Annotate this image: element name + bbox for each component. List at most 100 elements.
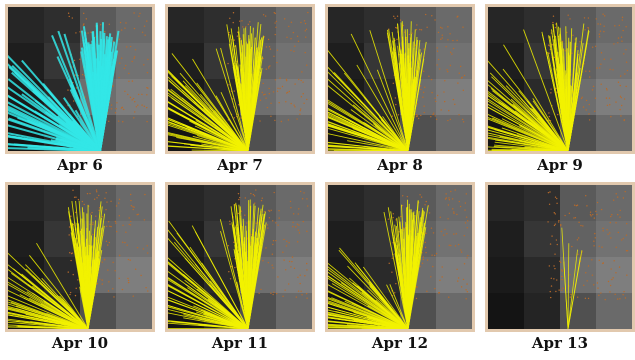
beam-ray [328,111,409,151]
scatter-point [130,220,132,223]
scatter-point [626,222,628,225]
scatter-point [260,199,263,202]
scatter-point [439,68,441,70]
beam-ray [8,295,89,329]
scatter-point [122,121,124,123]
beam-ray [328,262,409,329]
scatter-point [448,109,450,112]
scatter-point [624,73,626,75]
scatter-point [142,248,145,250]
scatter-point [304,51,306,54]
scatter-point [295,226,297,228]
scatter-point [548,265,551,267]
scatter-point [239,20,241,22]
background-tile [560,293,596,329]
scatter-point [622,237,625,240]
beam-ray [542,34,569,151]
scatter-point [258,269,261,271]
scatter-point [584,297,587,300]
scatter-point [587,26,589,29]
beam-plot-apr-11 [168,185,312,329]
scatter-point [90,213,92,215]
scatter-point [553,278,555,280]
scatter-point [593,245,595,247]
scatter-point [585,70,587,72]
beam-ray [328,275,409,329]
scatter-point [550,296,552,299]
beam-ray [168,261,249,329]
scatter-point [580,97,583,100]
scatter-point [267,227,269,229]
scatter-point [305,28,308,31]
scatter-point [110,200,112,202]
beam-ray [552,23,569,151]
scatter-point [124,90,126,93]
scatter-point [297,40,300,43]
scatter-point [137,104,139,106]
beam-ray [96,43,101,151]
scatter-point [612,199,615,201]
scatter-point [285,79,288,82]
scatter-point [296,241,299,243]
scatter-point [233,90,236,92]
scatter-point [426,290,428,293]
beam-ray [328,312,409,329]
scatter-point [422,96,424,98]
beam-ray [13,143,101,151]
scatter-point [626,250,629,252]
scatter-point [132,206,134,208]
scatter-point [250,192,252,195]
scatter-point [610,268,612,270]
scatter-point [588,70,591,72]
scatter-point [268,66,270,68]
background-tile [168,7,204,43]
scatter-point [229,223,231,225]
beam-ray [331,283,409,329]
scatter-point [460,286,463,288]
scatter-point [416,103,419,105]
scatter-point [127,93,129,96]
scatter-point [550,285,553,287]
beam-ray [331,297,409,329]
scatter-point [457,15,459,18]
scatter-point [441,37,443,39]
beam-ray [489,72,569,151]
scatter-point [81,200,84,203]
scatter-point [394,17,396,20]
scatter-point [453,212,455,214]
beam-ray [350,33,409,151]
scatter-point [549,191,551,193]
scatter-point [422,91,425,94]
scatter-point [290,266,292,268]
scatter-point [604,298,606,301]
scatter-point [420,88,422,91]
scatter-point [592,213,594,216]
background-tile [8,7,44,43]
scatter-point [569,274,571,276]
scatter-point [436,50,439,52]
scatter-point [284,289,286,291]
beam-ray [247,42,264,151]
scatter-point [301,198,304,200]
beam-ray [168,79,249,151]
scatter-point [625,49,627,51]
scatter-point [263,211,266,213]
scatter-point [259,120,261,122]
scatter-point [625,234,628,236]
scatter-point [115,222,117,224]
scatter-point [435,100,437,103]
beam-ray [527,120,569,151]
beam-ray [63,33,101,151]
scatter-point [584,29,586,31]
caption-apr-12: Apr 12 [371,334,429,352]
beam-ray [361,327,409,329]
background-tile [204,185,240,221]
beam-image-apr-9 [485,4,635,154]
beam-ray [328,78,409,151]
beam-ray [328,108,409,151]
beam-ray [8,318,89,329]
scatter-point [411,32,413,34]
scatter-point [623,119,626,121]
scatter-point [127,281,130,284]
scatter-point [296,223,299,225]
